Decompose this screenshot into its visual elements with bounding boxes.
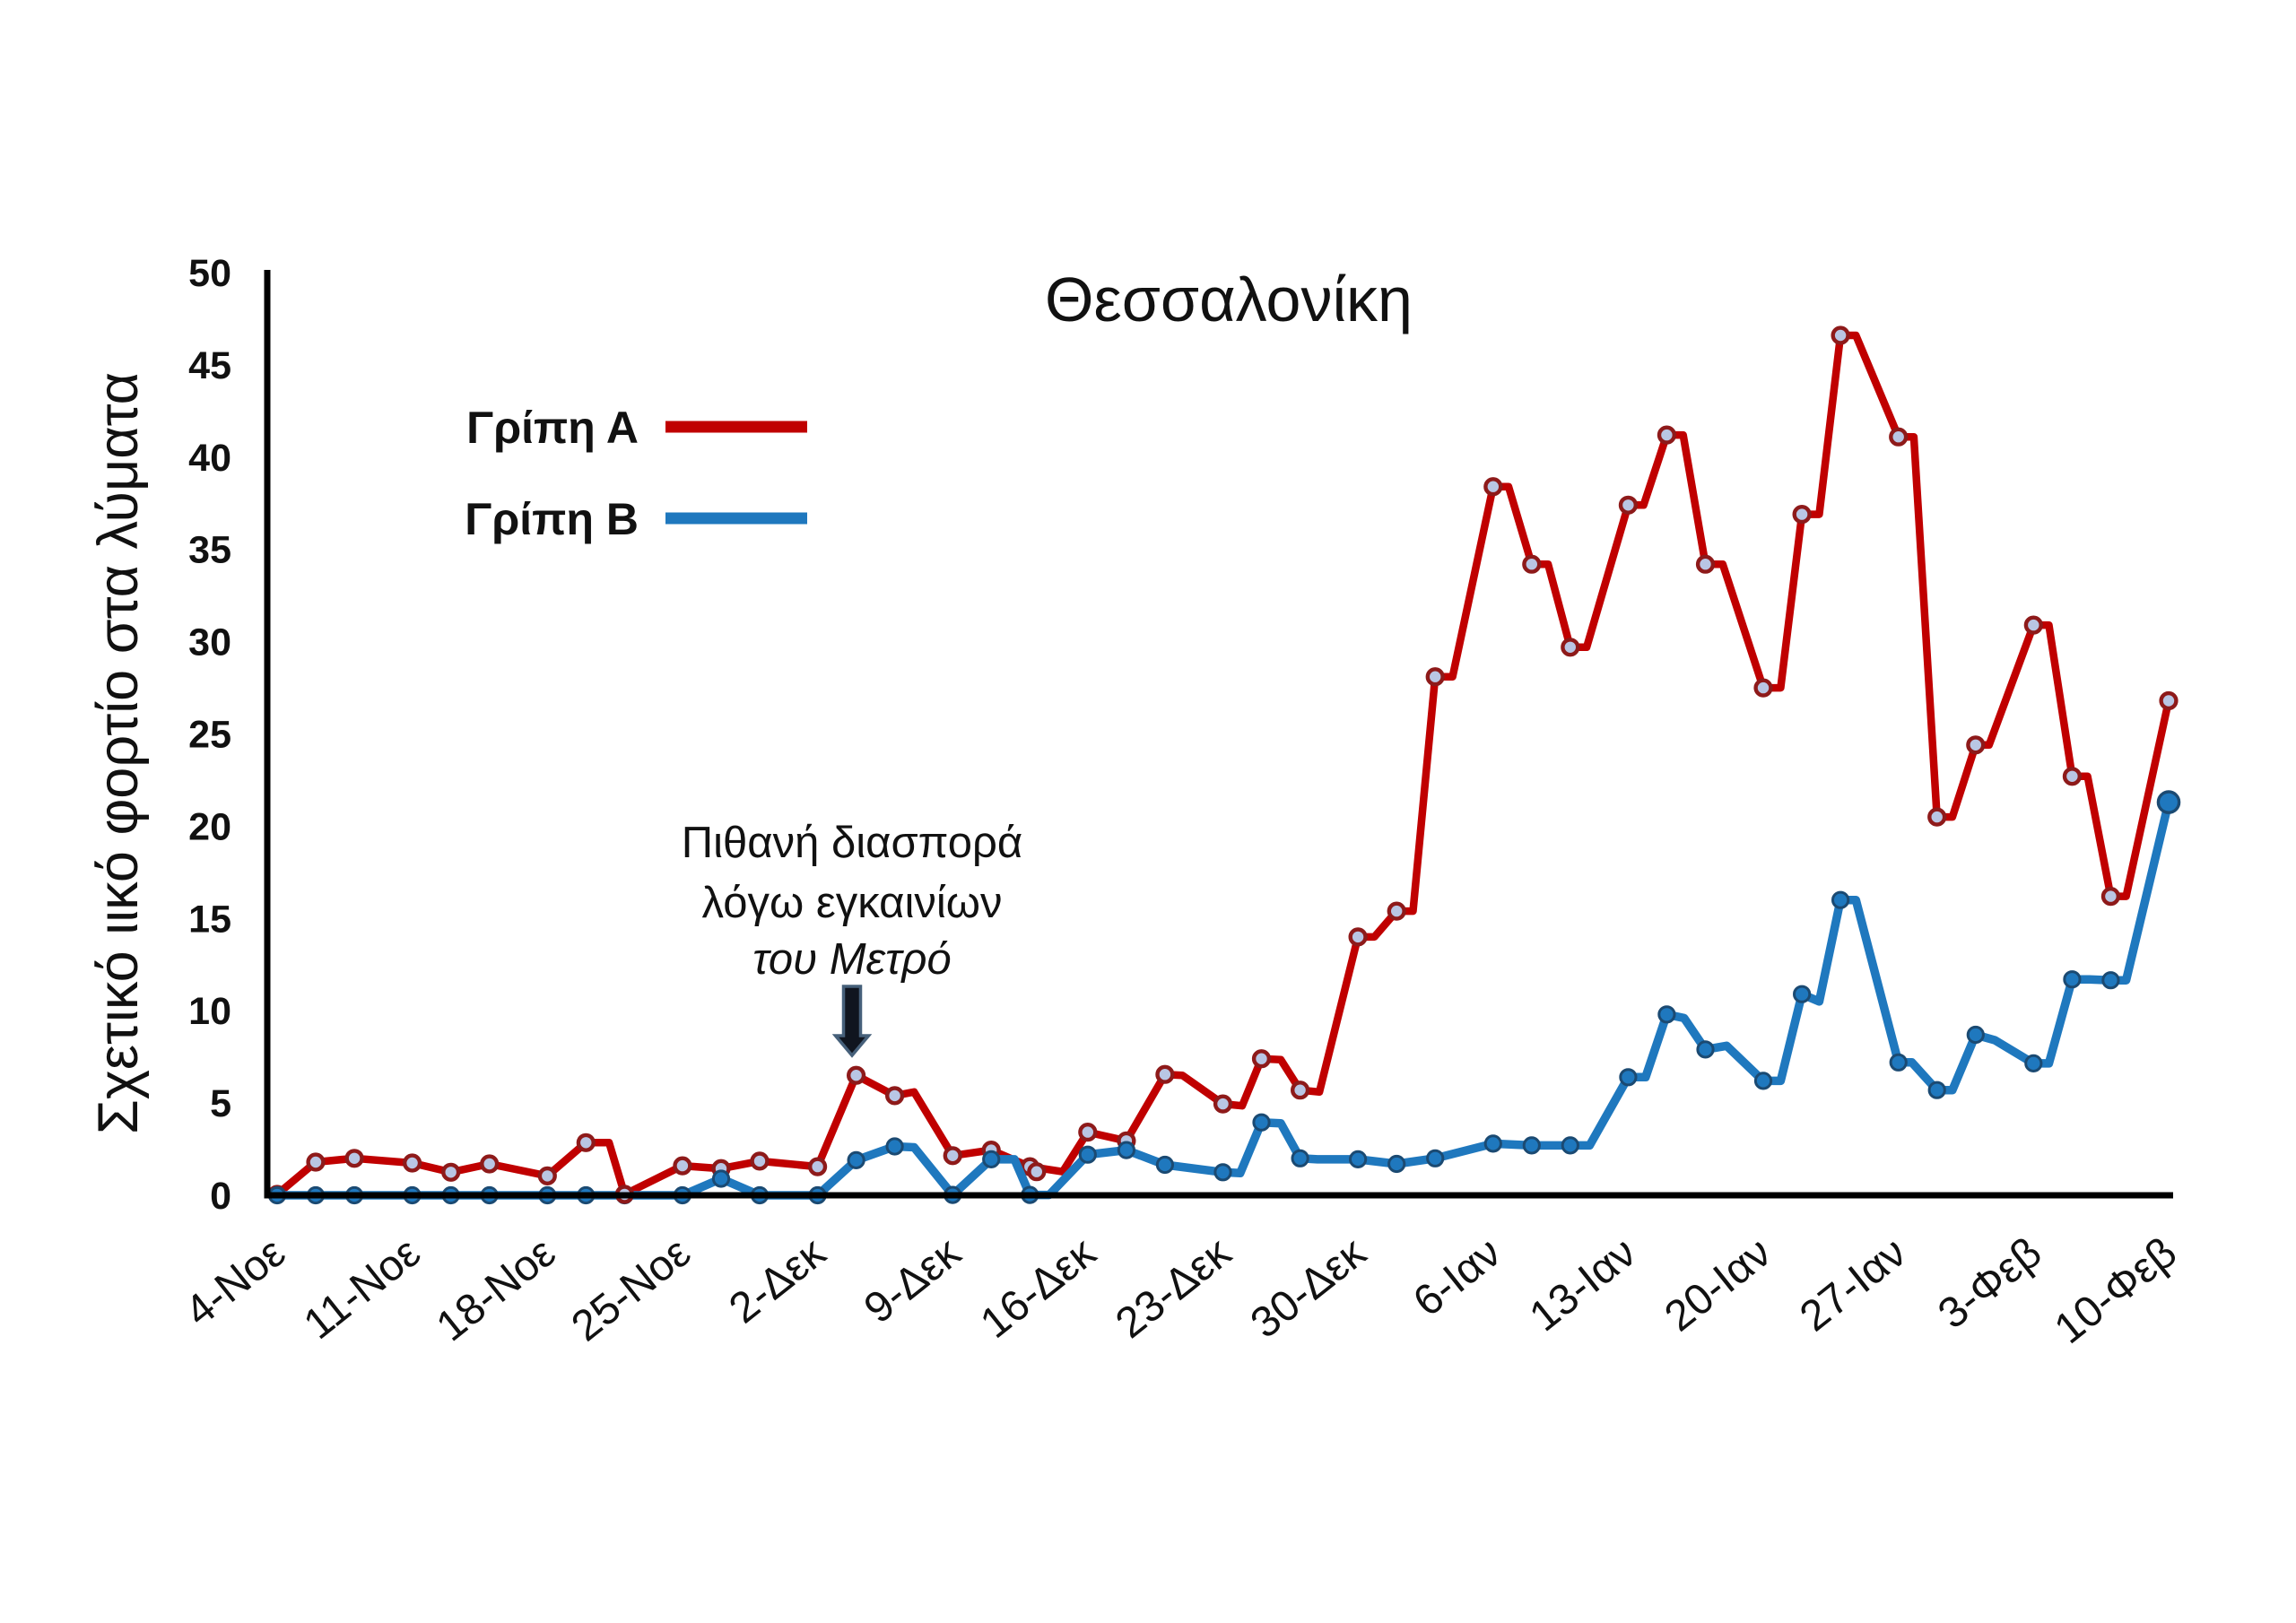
svg-text:5: 5: [210, 1082, 231, 1125]
svg-text:35: 35: [188, 529, 231, 572]
svg-text:Σχετικό ιικό φορτίο στα λύματα: Σχετικό ιικό φορτίο στα λύματα: [87, 372, 150, 1134]
svg-text:50: 50: [188, 252, 231, 295]
svg-text:45: 45: [188, 344, 231, 387]
svg-text:0: 0: [210, 1175, 231, 1218]
svg-text:λόγω εγκαινίων: λόγω εγκαινίων: [702, 879, 1003, 927]
svg-text:30: 30: [188, 621, 231, 664]
svg-text:25: 25: [188, 714, 231, 757]
svg-text:Πιθανή διασπορά: Πιθανή διασπορά: [682, 819, 1023, 867]
svg-text:του Μετρό: του Μετρό: [752, 935, 951, 984]
svg-text:20: 20: [188, 805, 231, 848]
svg-text:10: 10: [188, 990, 231, 1033]
svg-text:Θεσσαλονίκη: Θεσσαλονίκη: [1045, 265, 1413, 334]
svg-text:Γρίπη Α: Γρίπη Α: [466, 403, 639, 453]
svg-text:15: 15: [188, 898, 231, 941]
svg-text:40: 40: [188, 437, 231, 480]
svg-text:Γρίπη Β: Γρίπη Β: [465, 494, 639, 544]
